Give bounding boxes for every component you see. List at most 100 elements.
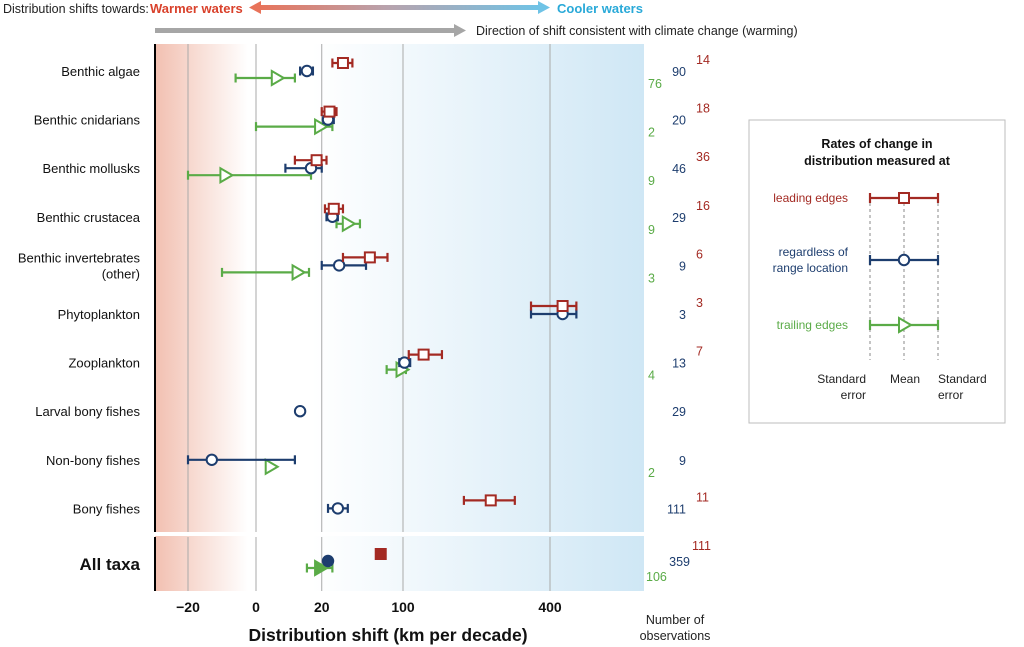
all-taxa-label: All taxa bbox=[80, 555, 141, 574]
overall-series-mean-marker bbox=[332, 259, 346, 272]
leading-series-mean-marker bbox=[327, 202, 340, 215]
all-taxa-leading-count: 111 bbox=[692, 539, 711, 553]
category-label: Benthic cnidarians bbox=[34, 113, 141, 128]
leading-count: 14 bbox=[696, 53, 710, 67]
observation-counts: 1490761820236469162996933371342992111111… bbox=[646, 53, 711, 584]
legend-se-left-line2: error bbox=[841, 388, 866, 402]
leading-series bbox=[529, 300, 578, 312]
overall-count: 111 bbox=[667, 502, 686, 516]
category-labels: Benthic algae Benthic cnidarians Benthic m… bbox=[18, 64, 141, 574]
count-label-line2: observations bbox=[640, 629, 711, 643]
leading-count: 18 bbox=[696, 102, 710, 116]
overall-count: 29 bbox=[672, 405, 686, 419]
all-taxa-area bbox=[155, 536, 644, 591]
leading-series-mean-marker bbox=[323, 105, 336, 118]
legend-title-line2: distribution measured at bbox=[804, 154, 951, 168]
trailing-count: 4 bbox=[648, 369, 655, 383]
leading-count: 3 bbox=[696, 296, 703, 310]
trailing-count: 9 bbox=[648, 223, 655, 237]
legend-trailing-mean-marker bbox=[898, 316, 913, 334]
trailing-count: 76 bbox=[648, 77, 662, 91]
leading-series-mean-marker bbox=[556, 300, 569, 312]
legend: Rates of change in distribution measured… bbox=[748, 119, 1006, 424]
leading-series bbox=[320, 105, 338, 118]
shift-prefix: Distribution shifts towards: bbox=[3, 2, 149, 16]
overall-count: 9 bbox=[679, 259, 686, 273]
leading-series-mean-marker bbox=[417, 348, 430, 361]
category-label: Phytoplankton bbox=[58, 307, 140, 322]
trailing-series-mean-marker bbox=[341, 215, 357, 233]
trailing-count: 2 bbox=[648, 126, 655, 140]
legend-se-right-line1: Standard bbox=[938, 372, 987, 386]
category-label: Benthic algae bbox=[61, 64, 140, 79]
leading-count: 16 bbox=[696, 199, 710, 213]
overall-series-mean-marker bbox=[398, 356, 411, 369]
legend-leading-mean-marker bbox=[898, 192, 910, 204]
overall-count: 46 bbox=[672, 162, 686, 176]
leading-count: 7 bbox=[696, 345, 703, 359]
leading-series-mean-marker bbox=[310, 154, 323, 167]
all-taxa-overall-count: 359 bbox=[669, 555, 690, 569]
overall-series bbox=[186, 453, 296, 466]
trailing-series-mean-marker bbox=[264, 458, 280, 476]
overall-count: 90 bbox=[672, 65, 686, 79]
x-tick-label: 400 bbox=[538, 599, 562, 615]
overall-series-mean-marker bbox=[300, 64, 314, 78]
category-label: Bony fishes bbox=[73, 501, 141, 516]
x-axis-ticks: −20 0 20 100 400 bbox=[176, 599, 562, 615]
legend-leading-symbol bbox=[868, 192, 940, 204]
x-axis-label: Distribution shift (km per decade) bbox=[248, 625, 527, 645]
trailing-series-mean-marker bbox=[219, 166, 235, 184]
category-label: Benthic crustacea bbox=[37, 210, 141, 225]
overall-count: 29 bbox=[672, 211, 686, 225]
legend-overall-mean-marker bbox=[897, 253, 911, 267]
overall-count: 9 bbox=[679, 454, 686, 468]
leading-series bbox=[293, 154, 328, 167]
all-taxa-trailing-count: 106 bbox=[646, 570, 667, 584]
category-label: Larval bony fishes bbox=[35, 404, 140, 419]
legend-se-left-line1: Standard bbox=[817, 372, 866, 386]
trailing-series bbox=[234, 69, 296, 87]
all-taxa-trailing bbox=[305, 559, 334, 577]
overall-series-mean-marker bbox=[205, 453, 219, 466]
leading-series-mean-marker bbox=[363, 251, 376, 264]
leading-count: 36 bbox=[696, 150, 710, 164]
category-label: Non-bony fishes bbox=[46, 453, 140, 468]
trailing-series bbox=[220, 263, 311, 282]
x-tick-label: 20 bbox=[314, 599, 330, 615]
all-taxa-leading bbox=[374, 548, 387, 560]
direction-arrow bbox=[155, 24, 466, 37]
overall-series bbox=[320, 259, 368, 272]
legend-leading-label: leading edges bbox=[773, 191, 848, 205]
overall-series-mean-marker bbox=[293, 405, 307, 418]
overall-count: 3 bbox=[679, 308, 686, 322]
leading-series bbox=[323, 202, 345, 215]
warm-cool-arrow bbox=[249, 1, 550, 14]
leading-count: 6 bbox=[696, 247, 703, 261]
legend-overall-label-line2: range location bbox=[773, 261, 848, 275]
trailing-count: 9 bbox=[648, 174, 655, 188]
legend-mean-label: Mean bbox=[890, 372, 920, 386]
x-tick-label: 0 bbox=[252, 599, 260, 615]
trailing-series bbox=[264, 458, 280, 476]
legend-trailing-label: trailing edges bbox=[777, 318, 848, 332]
leading-count: 11 bbox=[696, 490, 709, 504]
legend-marks bbox=[868, 192, 940, 334]
overall-count: 13 bbox=[672, 357, 686, 371]
leading-series bbox=[341, 251, 389, 264]
leading-series bbox=[407, 348, 444, 361]
all-taxa-trailing-mean-marker bbox=[314, 559, 330, 577]
x-tick-label: 100 bbox=[391, 599, 415, 615]
overall-series bbox=[398, 356, 412, 369]
overall-series-mean-marker bbox=[331, 502, 345, 515]
plot-area bbox=[155, 44, 644, 532]
trailing-series-mean-marker bbox=[291, 263, 307, 282]
leading-series-mean-marker bbox=[484, 494, 497, 507]
legend-se-right-line2: error bbox=[938, 388, 963, 402]
legend-overall-symbol bbox=[868, 253, 940, 267]
overall-series bbox=[293, 405, 307, 418]
leading-series-mean-marker bbox=[336, 57, 349, 69]
cooler-label: Cooler waters bbox=[557, 1, 643, 16]
category-label: Zooplankton bbox=[68, 356, 140, 371]
category-label: Benthic mollusks bbox=[42, 161, 140, 176]
